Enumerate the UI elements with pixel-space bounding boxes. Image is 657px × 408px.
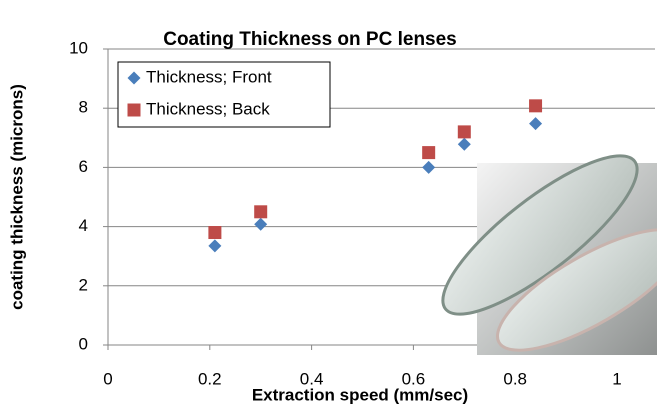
marker bbox=[127, 71, 141, 85]
legend-label: Thickness; Front bbox=[146, 67, 272, 86]
marker bbox=[127, 103, 141, 117]
x-axis-label: Extraction speed (mm/sec) bbox=[252, 385, 468, 404]
marker bbox=[457, 125, 471, 139]
y-tick-label: 2 bbox=[79, 275, 88, 294]
y-axis-label: coating thickness (microns) bbox=[7, 84, 26, 310]
marker bbox=[529, 99, 543, 113]
x-tick-label: 0.2 bbox=[198, 369, 222, 388]
y-tick-label: 4 bbox=[79, 216, 88, 235]
x-tick-label: 0.8 bbox=[503, 369, 527, 388]
legend-label: Thickness; Back bbox=[146, 99, 270, 118]
marker bbox=[422, 160, 436, 174]
x-tick-label: 0.6 bbox=[402, 369, 426, 388]
marker bbox=[208, 239, 222, 253]
marker bbox=[254, 217, 268, 231]
marker bbox=[208, 226, 222, 240]
y-tick-label: 6 bbox=[79, 157, 88, 176]
chart-title: Coating Thickness on PC lenses bbox=[163, 29, 457, 50]
marker bbox=[254, 205, 268, 219]
marker bbox=[529, 117, 543, 131]
x-tick-label: 0 bbox=[103, 369, 112, 388]
legend: Thickness; Front Thickness; Back bbox=[117, 61, 331, 128]
marker bbox=[422, 146, 436, 160]
lens-photo bbox=[441, 154, 657, 355]
marker bbox=[457, 137, 471, 151]
y-tick-label: 10 bbox=[69, 38, 88, 57]
y-tick-label: 0 bbox=[79, 334, 88, 353]
x-tick-label: 1 bbox=[612, 369, 621, 388]
plot-area: 0 2 4 6 8 10 0 0.2 0.4 0.6 0.8 1 bbox=[69, 38, 655, 388]
x-tick-label: 0.4 bbox=[300, 369, 324, 388]
y-tick-label: 8 bbox=[79, 98, 88, 117]
